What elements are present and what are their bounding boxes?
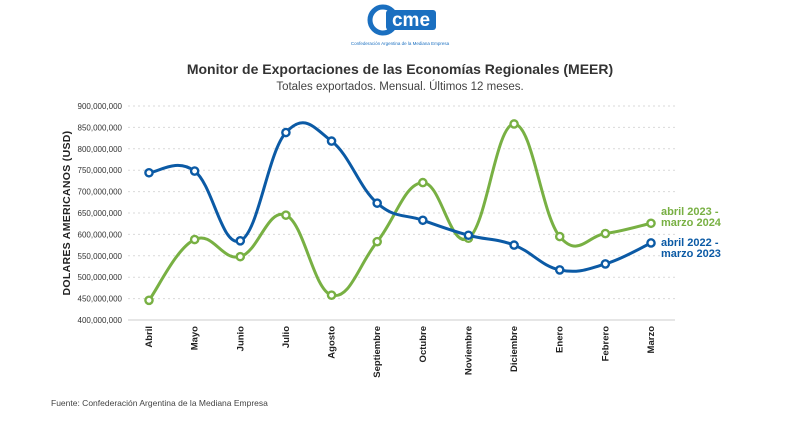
y-tick-label: 650,000,000 [78,209,123,218]
x-tick-labels: Abril Mayo Junio Julio Agosto Septiembre Octub… [144,326,657,378]
data-point [189,234,200,245]
y-tick-label: 800,000,000 [78,145,123,154]
data-point [144,167,154,178]
y-tick-label: 450,000,000 [78,295,123,304]
x-tick-label: Diciembre [509,326,520,372]
chart-title: Monitor de Exportaciones de las Economía… [187,61,613,77]
data-point [235,236,246,246]
series-label: abril 2023 -marzo 2024 [661,206,722,229]
data-point [554,265,565,275]
y-tick-label: 850,000,000 [78,123,123,132]
data-point [281,210,291,220]
logo-subtitle: Confederación Argentina de la Mediana Em… [351,41,450,46]
series-lines [144,119,656,306]
series-line [147,121,653,273]
x-tick-label: Febrero [600,326,611,362]
y-tick-label: 550,000,000 [78,252,123,261]
x-tick-label: Julio [281,326,292,348]
x-tick-label: Septiembre [372,326,383,378]
data-point [509,240,519,250]
data-point [600,228,611,239]
x-tick-label: Junio [235,326,246,352]
x-tick-label: Abril [144,326,155,348]
data-point [235,251,246,262]
y-tick-label: 400,000,000 [78,316,123,325]
data-point [646,218,656,229]
x-tick-label: Enero [555,326,566,353]
data-point [144,295,154,306]
data-point [646,238,656,248]
x-tick-label: Marzo [646,326,657,354]
data-point [418,177,428,188]
x-tick-label: Noviembre [463,326,474,375]
grid-lines [128,105,675,321]
data-point [463,230,474,241]
logo-text: cme [392,10,430,31]
y-tick-label: 750,000,000 [78,166,123,175]
x-tick-label: Mayo [190,326,201,350]
y-tick-label: 600,000,000 [78,230,123,239]
data-point [326,290,337,300]
y-tick-label: 900,000,000 [78,102,123,111]
logo-box [386,10,436,30]
series-labels: abril 2023 -marzo 2024 abril 2022 -marzo … [661,206,722,260]
data-point [600,259,611,269]
data-point [372,236,382,247]
came-logo: cme Confederación Argentina de la Median… [351,4,450,46]
y-tick-label: 700,000,000 [78,188,123,197]
data-point [326,136,337,146]
data-point [281,127,291,138]
data-point [418,215,428,226]
data-point [554,231,565,242]
y-tick-labels: 900,000,000 850,000,000 800,000,000 750,000… [78,102,123,325]
y-axis-label: DOLARES AMERICANOS (USD) [61,131,73,296]
series-line [147,122,653,302]
x-tick-label: Octubre [418,326,429,362]
data-point [509,119,519,129]
x-tick-label: Agosto [327,326,338,359]
y-tick-label: 500,000,000 [78,273,123,282]
series-label: abril 2022 -marzo 2023 [661,237,721,260]
data-point [372,198,382,208]
data-point [189,166,200,176]
chart-subtitle: Totales exportados. Mensual. Últimos 12 … [276,80,523,93]
source-note: Fuente: Confederación Argentina de la Me… [51,398,268,408]
